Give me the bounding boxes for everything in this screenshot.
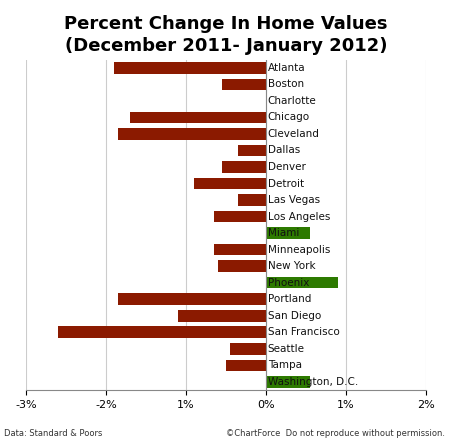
Bar <box>58 326 266 338</box>
Text: Detroit: Detroit <box>268 179 304 188</box>
Text: Dallas: Dallas <box>268 145 300 155</box>
Text: San Diego: San Diego <box>268 311 321 321</box>
Text: Seattle: Seattle <box>268 344 305 354</box>
Bar <box>266 376 310 388</box>
Text: Boston: Boston <box>268 79 304 89</box>
Text: Washington, D.C.: Washington, D.C. <box>268 377 358 387</box>
Bar <box>114 62 266 74</box>
Bar <box>194 178 266 189</box>
Text: Cleveland: Cleveland <box>268 129 320 139</box>
Bar <box>118 128 266 140</box>
Bar <box>214 244 266 255</box>
Bar <box>266 277 338 289</box>
Bar <box>118 293 266 305</box>
Bar <box>226 360 266 371</box>
Text: ©ChartForce  Do not reproduce without permission.: ©ChartForce Do not reproduce without per… <box>226 429 446 438</box>
Bar <box>178 310 266 321</box>
Text: Chicago: Chicago <box>268 113 310 122</box>
Bar <box>214 211 266 223</box>
Text: Charlotte: Charlotte <box>268 96 316 106</box>
Text: New York: New York <box>268 261 315 271</box>
Text: Tampa: Tampa <box>268 360 302 371</box>
Title: Percent Change In Home Values
(December 2011- January 2012): Percent Change In Home Values (December … <box>64 15 388 55</box>
Text: Las Vegas: Las Vegas <box>268 195 320 205</box>
Text: Portland: Portland <box>268 294 311 304</box>
Text: Data: Standard & Poors: Data: Standard & Poors <box>4 429 103 438</box>
Bar <box>238 194 266 206</box>
Text: Los Angeles: Los Angeles <box>268 212 330 222</box>
Bar <box>230 343 266 355</box>
Text: Phoenix: Phoenix <box>268 278 309 288</box>
Text: Atlanta: Atlanta <box>268 63 305 73</box>
Bar <box>266 227 310 239</box>
Text: Minneapolis: Minneapolis <box>268 245 330 254</box>
Bar <box>130 112 266 123</box>
Bar <box>222 161 266 173</box>
Text: San Francisco: San Francisco <box>268 327 339 337</box>
Bar <box>238 145 266 156</box>
Bar <box>218 260 266 272</box>
Text: Miami: Miami <box>268 228 299 238</box>
Bar <box>222 78 266 90</box>
Text: Denver: Denver <box>268 162 306 172</box>
